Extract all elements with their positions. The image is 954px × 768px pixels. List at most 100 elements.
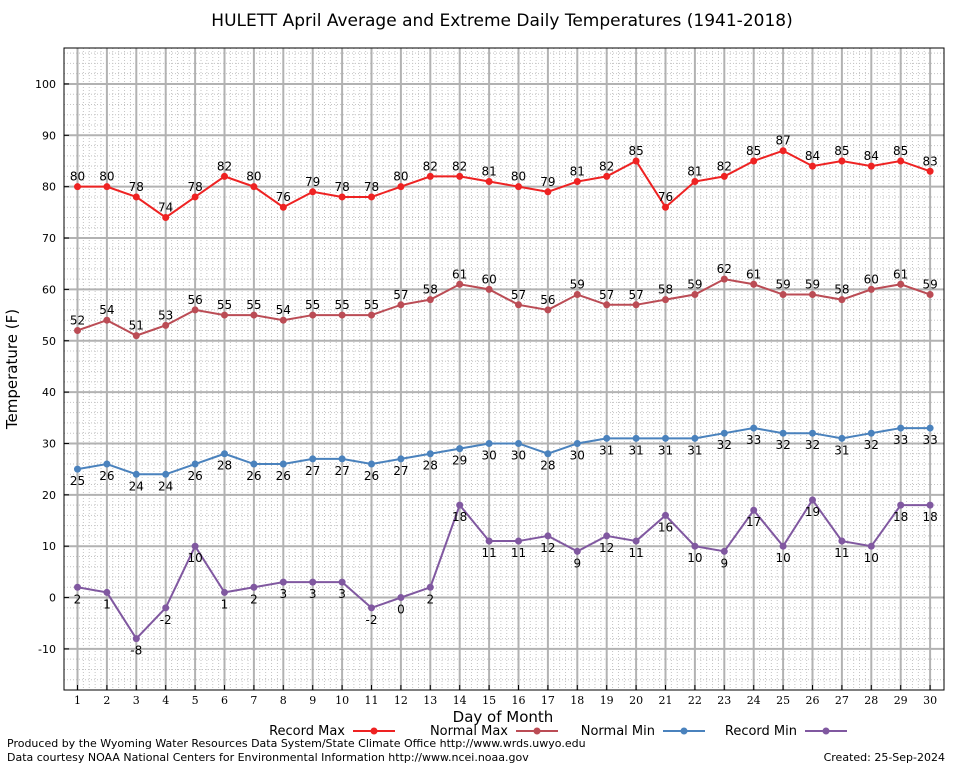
record-max-point bbox=[74, 183, 81, 191]
record-min-point bbox=[573, 547, 581, 555]
normal-min-point bbox=[456, 445, 464, 453]
normal-max-data-label: 61 bbox=[452, 267, 467, 281]
record-max-point bbox=[368, 193, 375, 201]
x-tick-label: 16 bbox=[512, 694, 526, 707]
record-max-data-label: 82 bbox=[452, 159, 467, 173]
record-min-point bbox=[132, 635, 140, 643]
record-min-point bbox=[368, 604, 375, 612]
record-max-data-label: 85 bbox=[746, 144, 761, 158]
normal-min-point bbox=[603, 434, 611, 442]
record-min-data-label: -2 bbox=[160, 613, 172, 627]
record-max-data-label: 84 bbox=[805, 149, 820, 163]
record-max-data-label: 85 bbox=[834, 144, 849, 158]
record-min-point bbox=[397, 594, 405, 602]
record-max-point bbox=[603, 172, 611, 180]
x-tick-label: 30 bbox=[923, 694, 937, 707]
x-tick-label: 14 bbox=[453, 694, 467, 707]
normal-max-data-label: 56 bbox=[187, 293, 202, 307]
record-max-point bbox=[632, 157, 640, 165]
record-min-data-label: 3 bbox=[338, 587, 346, 601]
y-tick-label: -10 bbox=[38, 643, 56, 656]
normal-min-point bbox=[250, 460, 258, 468]
normal-max-data-label: 54 bbox=[276, 303, 291, 317]
normal-max-data-label: 55 bbox=[364, 298, 379, 312]
record-max-point bbox=[279, 203, 287, 211]
normal-max-data-label: 57 bbox=[393, 288, 408, 302]
normal-max-data-label: 54 bbox=[99, 303, 114, 317]
y-tick-label: 80 bbox=[42, 181, 56, 194]
x-axis-label: Day of Month bbox=[453, 708, 554, 726]
record-max-point bbox=[779, 147, 787, 155]
record-min-point bbox=[250, 583, 258, 591]
normal-min-point bbox=[838, 434, 846, 442]
legend-item-normal-max: Normal Max bbox=[430, 724, 558, 739]
normal-min-data-label: 30 bbox=[481, 448, 496, 462]
normal-min-point bbox=[632, 434, 640, 442]
record-min-data-label: 16 bbox=[658, 520, 673, 534]
record-max-data-label: 81 bbox=[687, 165, 702, 179]
record-max-data-label: 79 bbox=[540, 175, 555, 189]
normal-min-data-label: 28 bbox=[540, 459, 555, 473]
x-tick-label: 3 bbox=[133, 694, 140, 707]
record-min-point bbox=[632, 537, 640, 545]
normal-min-data-label: 32 bbox=[864, 438, 879, 452]
normal-min-data-label: 27 bbox=[393, 464, 408, 478]
x-tick-label: 20 bbox=[629, 694, 643, 707]
normal-min-point bbox=[397, 455, 405, 463]
record-min-point bbox=[867, 542, 875, 550]
record-min-point bbox=[603, 532, 611, 540]
record-min-point bbox=[103, 588, 111, 596]
record-min-data-label: 2 bbox=[74, 592, 82, 606]
legend-item-record-min: Record Min bbox=[725, 724, 847, 739]
normal-max-point bbox=[485, 285, 493, 293]
normal-min-data-label: 27 bbox=[305, 464, 320, 478]
y-tick-label: 40 bbox=[42, 386, 56, 399]
x-tick-label: 10 bbox=[335, 694, 349, 707]
legend-swatch-marker bbox=[822, 727, 830, 735]
record-min-data-label: 10 bbox=[187, 551, 202, 565]
record-min-data-label: 19 bbox=[805, 505, 820, 519]
record-max-data-label: 80 bbox=[511, 170, 526, 184]
normal-max-data-label: 51 bbox=[129, 319, 144, 333]
normal-max-point bbox=[720, 275, 728, 283]
normal-max-data-label: 58 bbox=[423, 283, 438, 297]
record-max-data-label: 80 bbox=[393, 170, 408, 184]
x-tick-label: 22 bbox=[688, 694, 702, 707]
record-min-data-label: 3 bbox=[309, 587, 317, 601]
y-tick-label: 90 bbox=[42, 129, 56, 142]
normal-max-point bbox=[662, 296, 669, 304]
x-tick-label: 5 bbox=[192, 694, 199, 707]
normal-max-point bbox=[809, 291, 816, 299]
normal-max-point bbox=[132, 332, 140, 340]
record-max-point bbox=[662, 203, 669, 211]
record-max-data-label: 82 bbox=[599, 159, 614, 173]
record-max-point bbox=[221, 172, 228, 180]
record-min-point bbox=[544, 532, 552, 540]
record-min-data-label: 17 bbox=[746, 515, 761, 529]
record-max-point bbox=[191, 193, 199, 201]
normal-min-data-label: 25 bbox=[70, 474, 85, 488]
record-min-point bbox=[485, 537, 493, 545]
record-min-point bbox=[750, 506, 758, 514]
normal-max-series: 52 54 51 53 56 55 55 54 55 55 55 57 58 61 60 57 56 59 57 57… bbox=[70, 262, 938, 340]
normal-min-point bbox=[368, 460, 375, 468]
record-max-point bbox=[691, 178, 699, 186]
normal-min-point bbox=[662, 434, 669, 442]
record-min-point bbox=[720, 547, 728, 555]
normal-min-point bbox=[132, 470, 140, 478]
normal-min-data-label: 26 bbox=[187, 469, 202, 483]
normal-min-data-label: 31 bbox=[687, 443, 702, 457]
normal-min-data-label: 33 bbox=[922, 433, 937, 447]
normal-max-data-label: 59 bbox=[570, 278, 585, 292]
x-tick-label: 27 bbox=[835, 694, 849, 707]
legend-swatch-marker bbox=[533, 727, 541, 735]
x-tick-label: 24 bbox=[747, 694, 761, 707]
record-min-data-label: 18 bbox=[922, 510, 937, 524]
record-min-data-label: 10 bbox=[864, 551, 879, 565]
record-max-point bbox=[544, 188, 552, 196]
record-max-point bbox=[426, 172, 434, 180]
normal-max-data-label: 56 bbox=[540, 293, 555, 307]
normal-max-data-label: 60 bbox=[864, 272, 879, 286]
footer-credit-line1: Produced by the Wyoming Water Resources … bbox=[7, 737, 586, 750]
